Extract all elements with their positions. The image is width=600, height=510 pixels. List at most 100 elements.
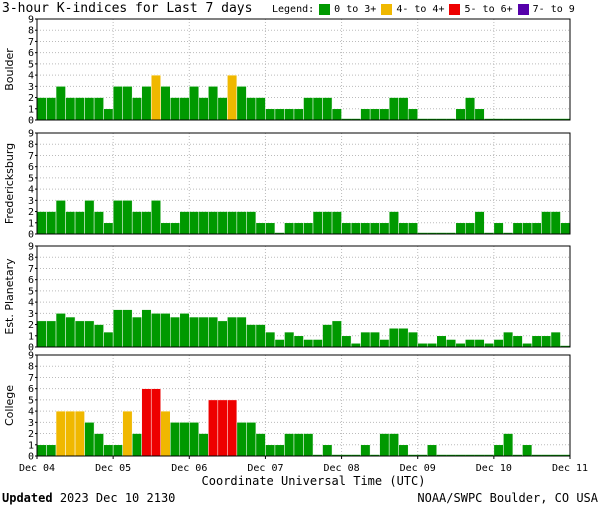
bar (360, 108, 371, 121)
legend-swatch-green (319, 4, 331, 15)
bar (522, 222, 533, 235)
x-tick-label: Dec 04 (19, 463, 55, 474)
bar (255, 97, 266, 121)
panel-label-2: Est. Planetary (3, 258, 16, 335)
bar (255, 222, 266, 235)
bar (351, 454, 361, 456)
bar (303, 339, 314, 348)
x-tick-label: Dec 07 (247, 463, 283, 474)
y-tick-label: 2 (28, 93, 34, 104)
bar (531, 335, 542, 348)
bar (370, 454, 380, 456)
bar (112, 309, 123, 348)
bar (465, 222, 476, 235)
bar (170, 97, 181, 121)
bar (331, 211, 342, 235)
bar (189, 86, 200, 121)
bar (122, 86, 133, 121)
bar (227, 211, 238, 235)
y-tick-label: 3 (28, 418, 34, 429)
bar (436, 232, 447, 234)
bar (36, 211, 47, 235)
y-tick-label: 4 (28, 298, 34, 309)
bar (465, 454, 475, 456)
x-axis-label: Coordinate Universal Time (UTC) (202, 474, 426, 488)
bar (246, 97, 257, 121)
y-tick-label: 6 (28, 162, 34, 173)
y-tick-label: 7 (28, 373, 34, 384)
bar (426, 444, 438, 457)
bar (103, 331, 114, 348)
bar (550, 211, 561, 235)
bar (74, 97, 85, 121)
bar (236, 422, 247, 457)
bar (246, 422, 257, 457)
bar (312, 97, 323, 121)
bar (141, 388, 152, 457)
legend-label: Legend: (272, 4, 315, 15)
bar (208, 86, 219, 121)
bar (455, 343, 466, 348)
bar (303, 97, 314, 121)
legend-swatch-yellow (381, 4, 393, 15)
bar (322, 324, 333, 348)
updated-label: Updated (2, 491, 53, 505)
bar (560, 454, 570, 456)
y-tick-label: 2 (28, 207, 34, 218)
bar (284, 331, 295, 348)
bar (350, 222, 361, 235)
y-tick-label: 3 (28, 309, 34, 320)
bar (189, 211, 200, 235)
bar (398, 328, 409, 348)
y-tick-label: 9 (28, 15, 34, 26)
bar (93, 433, 104, 457)
bar (522, 118, 532, 120)
y-tick-label: 0 (28, 343, 34, 354)
bar (112, 444, 123, 457)
bar (541, 454, 551, 456)
x-tick-label: Dec 06 (171, 463, 207, 474)
bar (484, 232, 494, 234)
bar (131, 97, 142, 121)
bar (522, 343, 533, 348)
bar (446, 339, 457, 348)
bar (550, 118, 561, 120)
y-tick-label: 6 (28, 48, 34, 59)
legend-text-0-to-3: 0 to 3+ (334, 4, 377, 15)
y-tick-label: 3 (28, 196, 34, 207)
bar (493, 444, 504, 457)
bar (112, 86, 123, 121)
bar (265, 331, 276, 348)
bar (198, 433, 209, 457)
bar (512, 118, 523, 120)
bar (407, 331, 418, 348)
bar (484, 454, 494, 456)
updated-line: Updated 2023 Dec 10 2130 (2, 491, 175, 505)
y-tick-label: 2 (28, 429, 34, 440)
bar (360, 331, 371, 348)
y-tick-label: 5 (28, 59, 34, 70)
bar (274, 444, 285, 457)
bar (369, 108, 380, 121)
bar (407, 222, 418, 235)
bar (198, 211, 209, 235)
bar (217, 320, 228, 348)
bar (474, 108, 485, 121)
panel-label-3: College (3, 385, 16, 426)
y-tick-label: 8 (28, 362, 34, 373)
panel-label-1: Fredericksburg (3, 143, 16, 224)
bar (512, 454, 523, 456)
bar (131, 433, 142, 457)
credit-text: NOAA/SWPC Boulder, CO USA (417, 491, 598, 505)
bar (65, 410, 76, 457)
y-tick-label: 0 (28, 116, 34, 127)
bar (74, 320, 85, 348)
bar (93, 211, 104, 235)
legend-item-4-to-4: 4- to 4+ (381, 4, 444, 15)
bar (503, 118, 513, 120)
bar (436, 454, 447, 456)
bar (388, 433, 399, 457)
bar (531, 222, 542, 235)
bar (179, 211, 190, 235)
y-tick-label: 1 (28, 331, 34, 342)
